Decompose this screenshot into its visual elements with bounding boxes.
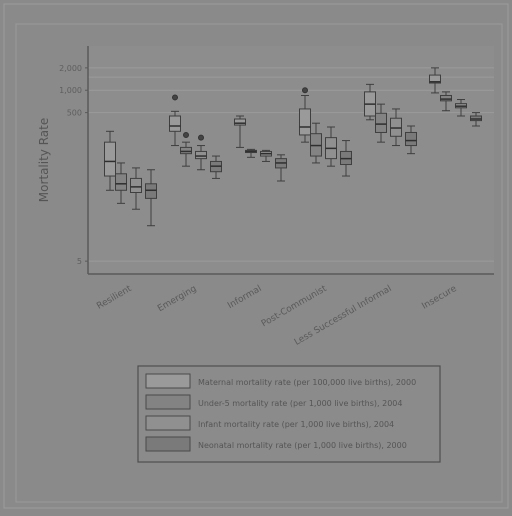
box-plot (169, 94, 181, 147)
box-plot (275, 154, 287, 182)
legend-label: Under-5 mortality rate (per 1,000 live b… (198, 399, 402, 408)
legend-label: Maternal mortality rate (per 100,000 liv… (198, 378, 416, 387)
box-plot (210, 155, 222, 179)
box (145, 183, 157, 199)
box-plot (180, 131, 192, 167)
outlier-point (172, 94, 178, 101)
box (390, 117, 402, 137)
box-plot (245, 148, 257, 158)
legend-swatch (145, 436, 191, 452)
box-plot (455, 99, 467, 117)
box-plot (145, 169, 157, 227)
box-plot (340, 140, 352, 177)
box-plot (470, 112, 482, 127)
box (195, 150, 207, 160)
figure-inner-border (15, 23, 503, 503)
box-plot (104, 130, 116, 191)
box-plot (195, 134, 207, 171)
box-plot (390, 108, 402, 147)
box-plot (429, 67, 441, 94)
y-tick-label: 500 (67, 109, 82, 118)
box-plot (130, 167, 142, 210)
box-plot (364, 83, 376, 121)
outlier-point (183, 131, 189, 138)
box-plot (115, 162, 127, 204)
box (299, 108, 311, 136)
box-plot (234, 115, 246, 148)
box-plot (260, 149, 272, 162)
box-plot (310, 122, 322, 164)
box (375, 112, 387, 133)
box (115, 173, 127, 191)
outlier-point (198, 134, 204, 141)
legend-swatch (145, 394, 191, 410)
box-plot (299, 87, 311, 143)
y-axis-label: Mortality Rate (37, 118, 51, 203)
box-plot (405, 125, 417, 155)
outlier-point (302, 87, 308, 94)
box-plot (325, 126, 337, 167)
legend-swatch (145, 415, 191, 431)
box (180, 146, 192, 155)
box (405, 131, 417, 147)
box-plot (440, 91, 452, 112)
y-tick-label: 2,000 (59, 64, 82, 73)
box (130, 177, 142, 193)
box-plot (375, 103, 387, 143)
legend-label: Neonatal mortality rate (per 1,000 live … (198, 441, 407, 450)
legend-swatch (145, 373, 191, 389)
plot-area (88, 46, 494, 274)
box (429, 74, 441, 84)
box (169, 115, 181, 132)
box (440, 94, 452, 102)
y-tick-label: 5 (77, 257, 82, 266)
box (234, 118, 246, 126)
legend-label: Infant mortality rate (per 1,000 live bi… (198, 420, 394, 429)
y-tick-label: 1,000 (59, 86, 82, 95)
box (104, 141, 116, 177)
